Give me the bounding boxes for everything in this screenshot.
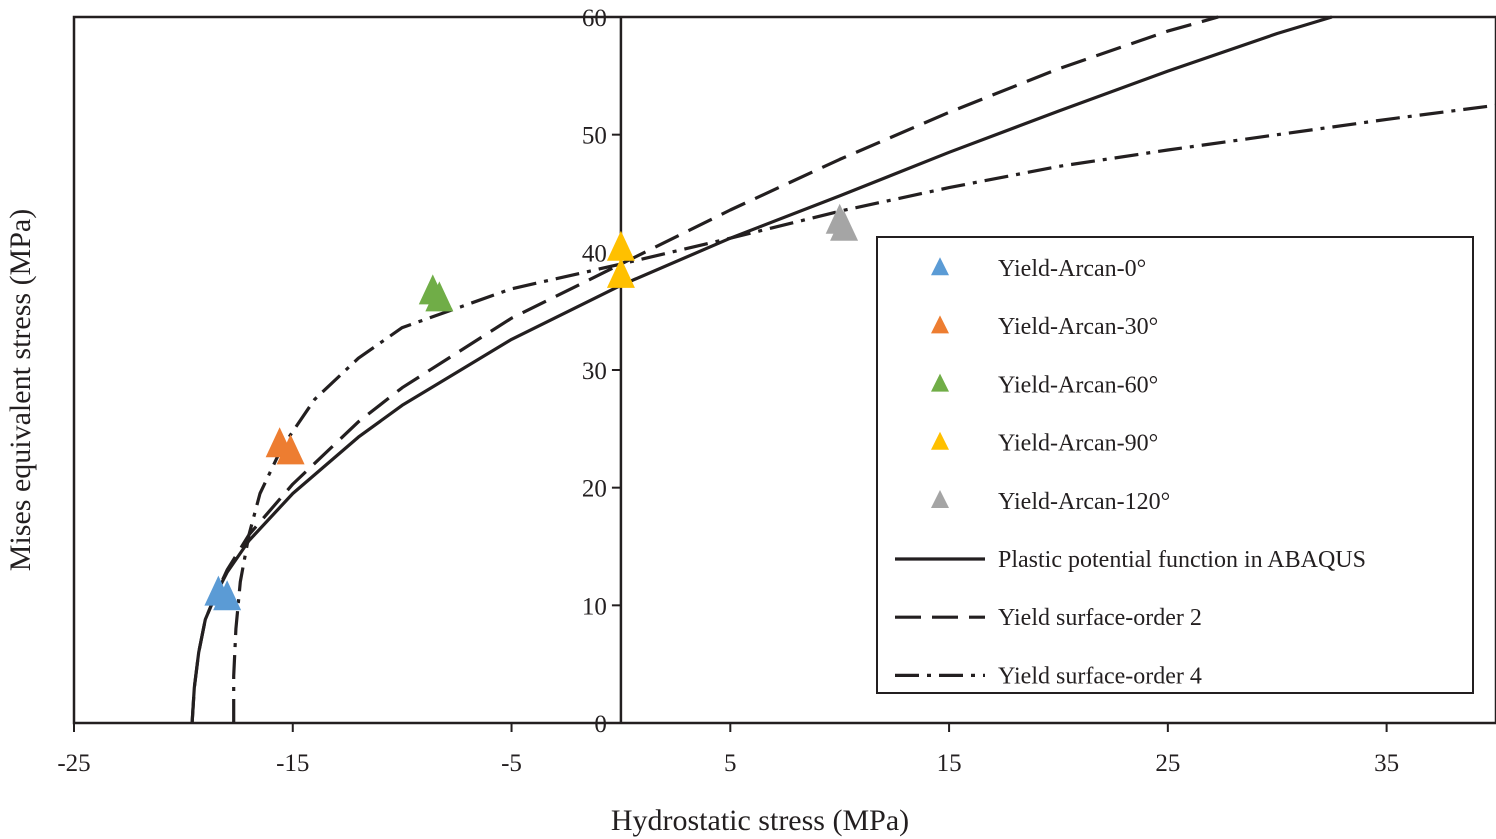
data-point-marker [606,230,635,261]
y-tick-label: 0 [594,711,607,738]
x-tick-label: 15 [937,750,962,777]
legend-label: Yield surface-order 4 [998,663,1202,689]
data-point-marker [606,257,635,288]
y-tick-label: 40 [582,240,607,267]
legend-marker [931,373,949,392]
legend-marker [931,315,949,334]
y-tick-label: 50 [582,123,607,150]
x-tick-label: -25 [57,750,90,777]
legend-label: Yield-Arcan-120° [998,489,1170,515]
data-point-marker [830,210,859,241]
curve-layer [190,15,1496,724]
y-tick-label: 30 [582,358,607,385]
data-point-marker [276,434,305,465]
legend-label: Yield-Arcan-0° [998,256,1146,282]
legend-marker [931,431,949,450]
curve-solid [190,15,1333,724]
plot-frame [72,15,1496,725]
curve-dashed [190,15,1219,724]
legend-marker [931,490,949,508]
legend: Yield-Arcan-0° Yield-Arcan-30° Yield-Arcan… [876,236,1474,694]
legend-label: Plastic potential function in ABAQUS [998,547,1366,573]
legend-label: Yield-Arcan-30° [998,314,1158,340]
legend-label: Yield surface-order 2 [998,605,1202,631]
x-tick-label: -5 [501,750,522,777]
curve-dashdot [232,103,1496,723]
y-tick-label: 60 [582,5,607,32]
x-tick-label: 25 [1155,750,1180,777]
legend-label: Yield-Arcan-60° [998,372,1158,398]
legend-marker [931,257,949,276]
legend-label: Yield-Arcan-90° [998,431,1158,457]
marker-layer [204,203,859,611]
y-axis-title: Mises equivalent stress (MPa) [4,209,37,571]
y-tick-label: 20 [582,476,607,503]
ticks-layer: -25 -15 -5 5 15 25 35 0 10 20 30 40 50 60 [57,5,1399,777]
x-tick-label: 35 [1374,750,1399,777]
data-point-marker [425,281,454,312]
x-tick-label: 5 [724,750,737,777]
x-axis-title: Hydrostatic stress (MPa) [611,804,909,837]
x-tick-label: -15 [276,750,309,777]
y-tick-label: 10 [582,593,607,620]
data-point-marker [213,580,242,611]
